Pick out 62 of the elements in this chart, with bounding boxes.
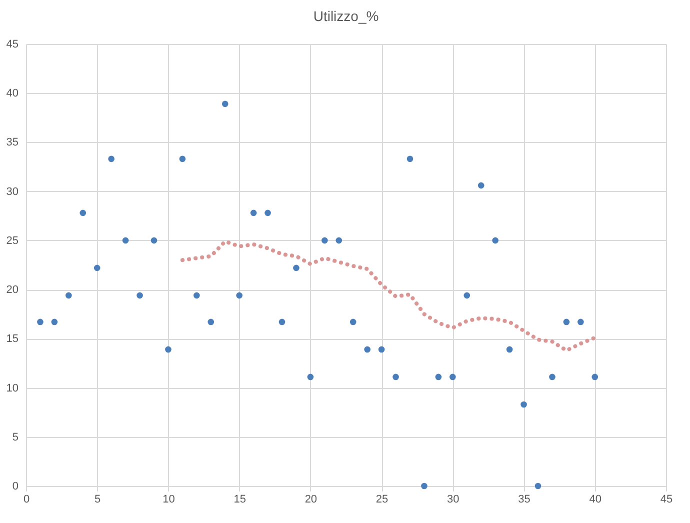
point — [378, 346, 385, 353]
point — [122, 237, 129, 244]
point — [222, 100, 228, 108]
point — [165, 346, 172, 353]
x-tick-label: 30 — [447, 494, 460, 506]
point — [51, 318, 58, 326]
y-tick-label: 25 — [6, 234, 18, 247]
point — [464, 292, 470, 299]
chart-title: Utilizzo_% — [313, 8, 379, 24]
y-tick-label: 0 — [12, 480, 18, 492]
y-tick-label: 5 — [12, 431, 18, 444]
point — [406, 156, 414, 162]
point — [208, 318, 214, 326]
x-tick-label: 15 — [234, 494, 246, 506]
point — [293, 264, 300, 272]
point — [37, 318, 44, 326]
point — [549, 374, 556, 380]
y-tick-label: 40 — [6, 88, 18, 100]
y-tick-label: 10 — [6, 382, 18, 394]
point — [307, 374, 314, 380]
point — [179, 156, 186, 162]
y-tick-label: 45 — [6, 38, 18, 50]
x-tick-label: 35 — [518, 494, 530, 506]
point — [264, 210, 271, 216]
line-series — [180, 239, 597, 352]
point — [150, 237, 158, 244]
point — [108, 156, 114, 162]
point — [350, 318, 356, 326]
x-tick-label: 20 — [304, 494, 318, 506]
y-tick-label: 35 — [6, 136, 18, 149]
point — [450, 374, 456, 380]
point — [435, 374, 442, 380]
y-tick-label: 15 — [6, 333, 18, 346]
x-tick-label: 25 — [376, 494, 388, 506]
point — [278, 318, 286, 326]
point — [194, 292, 200, 299]
y-tick-label: 30 — [6, 186, 18, 198]
point — [136, 292, 143, 299]
point — [66, 292, 72, 299]
point — [534, 482, 542, 490]
point — [478, 182, 484, 189]
point — [421, 482, 428, 490]
x-tick-label: 10 — [162, 494, 175, 506]
point — [592, 374, 598, 380]
point — [80, 210, 86, 216]
point — [250, 210, 257, 216]
point — [578, 318, 584, 326]
point — [563, 318, 570, 326]
x-tick-label: 40 — [589, 494, 602, 506]
point — [392, 374, 399, 380]
point — [492, 237, 498, 244]
y-tick-label: 20 — [6, 284, 18, 296]
point — [94, 264, 100, 272]
point — [336, 237, 342, 244]
x-tick-label: 0 — [23, 494, 30, 506]
x-tick-label: 5 — [94, 494, 101, 506]
point — [506, 346, 513, 353]
point — [364, 346, 370, 353]
point — [520, 401, 527, 408]
x-tick-label: 45 — [660, 494, 673, 506]
point — [236, 292, 242, 299]
point — [322, 237, 328, 244]
